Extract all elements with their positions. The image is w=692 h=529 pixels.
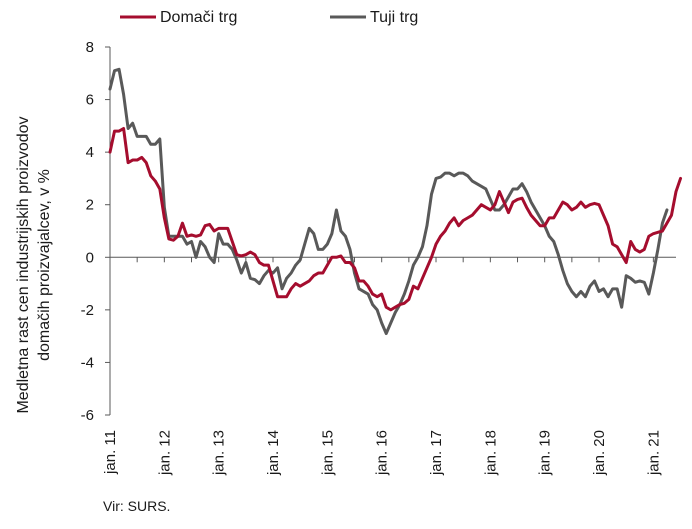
y-axis: -6 -4 -2 0 2 4 6 8 bbox=[81, 39, 111, 424]
legend-label: Tuji trg bbox=[370, 9, 418, 26]
series-line-tuji-trg bbox=[108, 67, 669, 336]
series-layer bbox=[108, 67, 683, 336]
y-tick-label: 2 bbox=[86, 197, 94, 214]
x-tick-label: jan. 19 bbox=[537, 430, 554, 476]
y-tick-label: 8 bbox=[86, 39, 94, 56]
y-tick-label: 6 bbox=[86, 92, 94, 109]
legend: Domači trg Tuji trg bbox=[120, 9, 418, 26]
x-tick-label: jan. 11 bbox=[102, 430, 119, 475]
x-tick-label: jan. 21 bbox=[645, 430, 662, 476]
x-tick-label: jan. 14 bbox=[265, 430, 282, 476]
y-axis-title: Medletna rast cen industrijskih proizvod… bbox=[15, 116, 53, 413]
x-tick-label: jan. 16 bbox=[374, 430, 391, 476]
y-tick-label: -2 bbox=[81, 302, 94, 319]
y-tick-label: -6 bbox=[81, 407, 94, 424]
series-line-doma-i-trg bbox=[108, 126, 683, 312]
x-axis: jan. 11 jan. 12 jan. 13 jan. 14 jan. 15 jan. … bbox=[102, 256, 676, 476]
x-tick-label: jan. 13 bbox=[211, 430, 228, 476]
x-tick-label: jan. 17 bbox=[428, 430, 445, 476]
legend-label: Domači trg bbox=[160, 9, 237, 26]
y-tick-label: -4 bbox=[81, 354, 94, 371]
x-tick-label: jan. 12 bbox=[156, 430, 173, 476]
x-tick-label: jan. 18 bbox=[482, 430, 499, 476]
x-tick-label: jan. 15 bbox=[319, 430, 336, 476]
y-tick-label: 4 bbox=[86, 144, 94, 161]
source-note: Vir: SURS. bbox=[103, 498, 171, 514]
y-tick-label: 0 bbox=[86, 249, 94, 266]
x-tick-label: jan. 20 bbox=[591, 430, 608, 476]
